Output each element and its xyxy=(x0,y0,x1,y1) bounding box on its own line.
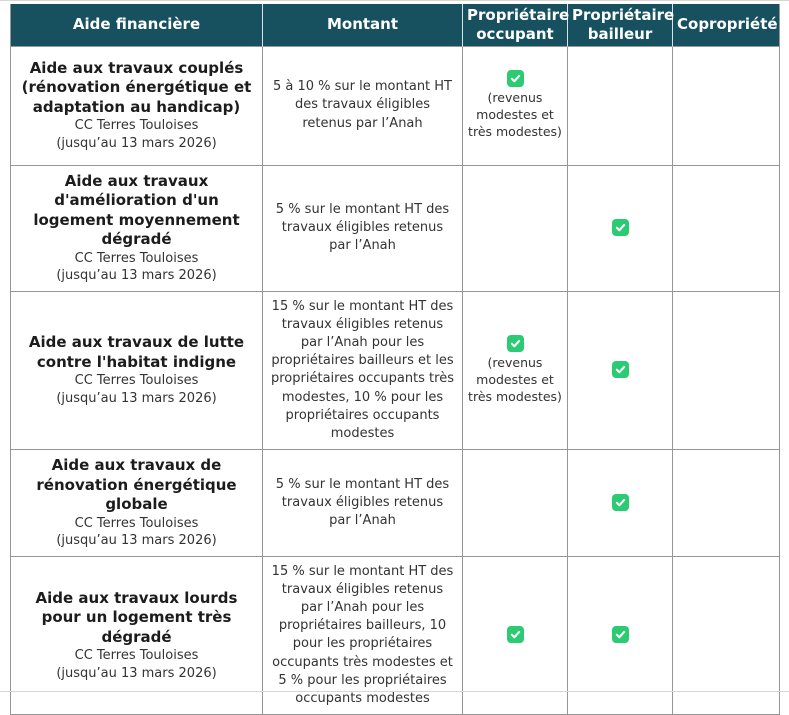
aid-cell: Aide aux travaux couplés (rénovation éne… xyxy=(11,46,263,166)
checked-icon xyxy=(611,361,629,379)
aid-table: Aide financière Montant Propriétaire occ… xyxy=(11,4,779,715)
aid-deadline: (jusqu’au 13 mars 2026) xyxy=(56,268,217,284)
column-header-montant: Montant xyxy=(263,4,463,47)
table-row: Aide aux travaux de lutte contre l'habit… xyxy=(11,291,779,451)
proprietaire-bailleur-cell xyxy=(568,450,673,557)
aid-organisme: CC Terres Touloises xyxy=(74,250,199,266)
copropriete-cell xyxy=(673,450,779,557)
column-header-copropriete: Copropriété xyxy=(673,4,779,47)
table-row: Aide aux travaux lourds pour un logement… xyxy=(11,556,779,715)
check-note: (revenus modestes et très modestes) xyxy=(468,90,562,140)
montant-text: 5 à 10 % sur le montant HT des travaux é… xyxy=(273,79,452,131)
aid-table-body: Aide aux travaux couplés (rénovation éne… xyxy=(11,46,779,715)
aid-deadline: (jusqu’au 13 mars 2026) xyxy=(56,533,217,549)
checked-icon xyxy=(506,334,524,352)
checked-icon xyxy=(506,626,524,644)
proprietaire-occupant-cell xyxy=(463,450,568,557)
aid-title: Aide aux travaux couplés (rénovation éne… xyxy=(21,58,252,116)
proprietaire-occupant-cell: (revenus modestes et très modestes) xyxy=(463,291,568,451)
aid-cell: Aide aux travaux de lutte contre l'habit… xyxy=(11,291,263,451)
proprietaire-bailleur-cell xyxy=(568,46,673,166)
column-header-proprietaire-occupant: Propriétaire occupant xyxy=(463,4,569,47)
aid-organisme: CC Terres Touloises xyxy=(74,648,199,664)
montant-text: 15 % sur le montant HT des travaux éligi… xyxy=(271,563,454,706)
montant-cell: 15 % sur le montant HT des travaux éligi… xyxy=(263,291,463,451)
aid-title: Aide aux travaux de rénovation énergétiq… xyxy=(36,456,237,514)
proprietaire-occupant-cell xyxy=(463,556,568,715)
column-header-aide-financiere: Aide financière xyxy=(11,4,263,47)
aid-organisme: CC Terres Touloises xyxy=(74,373,199,389)
copropriete-cell xyxy=(673,291,779,451)
proprietaire-bailleur-cell xyxy=(568,165,673,292)
aid-organisme: CC Terres Touloises xyxy=(74,118,199,134)
column-header-proprietaire-bailleur: Propriétaire bailleur xyxy=(568,4,674,47)
aid-table-header: Aide financière Montant Propriétaire occ… xyxy=(11,4,779,47)
aid-title: Aide aux travaux d'amélioration d'un log… xyxy=(33,171,240,249)
table-row: Aide aux travaux couplés (rénovation éne… xyxy=(11,46,779,166)
aid-deadline: (jusqu’au 13 mars 2026) xyxy=(56,665,217,681)
montant-cell: 5 % sur le montant HT des travaux éligib… xyxy=(263,165,463,292)
aid-title: Aide aux travaux lourds pour un logement… xyxy=(35,588,238,646)
copropriete-cell xyxy=(673,46,779,166)
table-row: Aide aux travaux de rénovation énergétiq… xyxy=(11,450,779,557)
aid-deadline: (jusqu’au 13 mars 2026) xyxy=(56,390,217,406)
montant-cell: 15 % sur le montant HT des travaux éligi… xyxy=(263,556,463,715)
checked-icon xyxy=(611,218,629,236)
checked-icon xyxy=(611,493,629,511)
aid-organisme: CC Terres Touloises xyxy=(74,515,199,531)
check-note: (revenus modestes et très modestes) xyxy=(468,355,562,404)
table-row: Aide aux travaux d'amélioration d'un log… xyxy=(11,165,779,292)
proprietaire-occupant-cell: (revenus modestes et très modestes) xyxy=(463,46,568,166)
copropriete-cell xyxy=(673,165,779,292)
checked-icon xyxy=(611,626,629,644)
aid-cell: Aide aux travaux lourds pour un logement… xyxy=(11,556,263,715)
aid-title: Aide aux travaux de lutte contre l'habit… xyxy=(28,333,245,371)
aid-table-container: Aide financière Montant Propriétaire occ… xyxy=(10,4,780,715)
top-edge-divider xyxy=(0,0,789,1)
proprietaire-bailleur-cell xyxy=(568,291,673,451)
montant-text: 5 % sur le montant HT des travaux éligib… xyxy=(275,201,450,254)
montant-cell: 5 % sur le montant HT des travaux éligib… xyxy=(263,450,463,557)
montant-text: 5 % sur le montant HT des travaux éligib… xyxy=(275,476,450,528)
header-row: Aide financière Montant Propriétaire occ… xyxy=(11,4,779,47)
montant-text: 15 % sur le montant HT des travaux éligi… xyxy=(271,298,454,441)
checked-icon xyxy=(506,70,524,88)
aid-deadline: (jusqu’au 13 mars 2026) xyxy=(56,135,217,151)
bottom-edge-divider xyxy=(0,691,789,692)
proprietaire-occupant-cell xyxy=(463,165,568,292)
aid-cell: Aide aux travaux de rénovation énergétiq… xyxy=(11,450,263,557)
montant-cell: 5 à 10 % sur le montant HT des travaux é… xyxy=(263,46,463,166)
copropriete-cell xyxy=(673,556,779,715)
proprietaire-bailleur-cell xyxy=(568,556,673,715)
aid-cell: Aide aux travaux d'amélioration d'un log… xyxy=(11,165,263,292)
